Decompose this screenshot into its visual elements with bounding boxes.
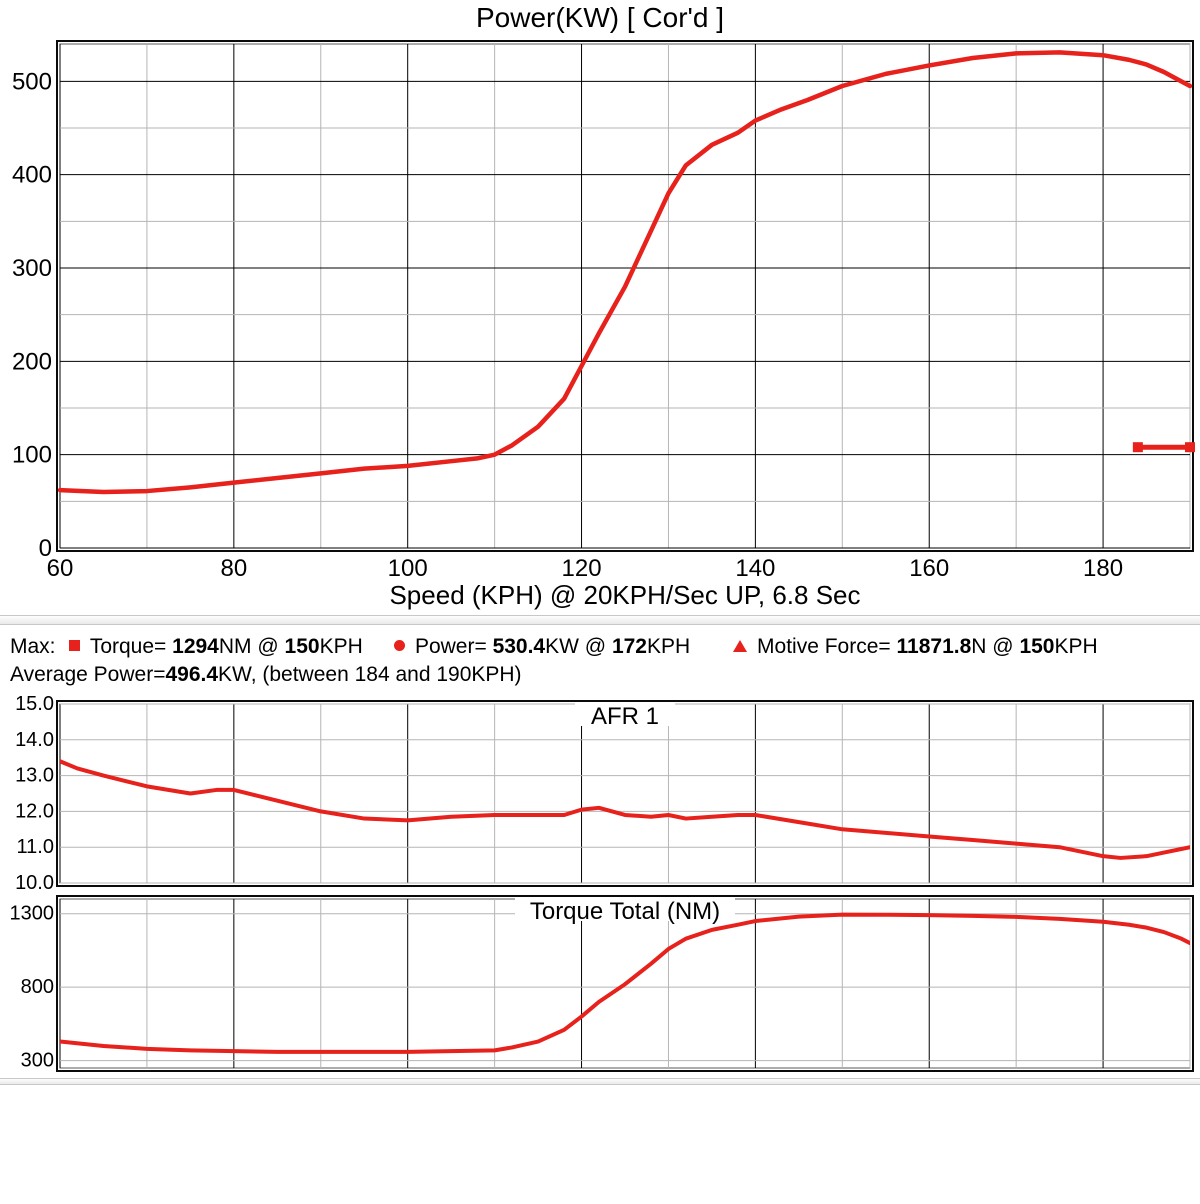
circle-marker-icon: [394, 640, 405, 651]
power-unit: KW @: [545, 635, 612, 658]
svg-text:15.0: 15.0: [15, 694, 54, 715]
svg-text:100: 100: [12, 442, 52, 469]
svg-text:800: 800: [21, 976, 54, 998]
motive-speed: 150: [1019, 635, 1054, 658]
torque-value: 1294: [172, 635, 219, 658]
torque-unit: NM @: [219, 635, 285, 658]
svg-text:120: 120: [562, 555, 602, 582]
svg-text:160: 160: [909, 555, 949, 582]
torque-speed: 150: [285, 635, 320, 658]
square-marker-icon: [69, 640, 80, 651]
svg-text:13.0: 13.0: [15, 764, 54, 786]
svg-text:500: 500: [12, 68, 52, 95]
avg-value: 496.4: [165, 663, 218, 686]
power-chart-title: Power(KW) [ Cor'd ]: [0, 2, 1200, 34]
svg-text:Torque Total (NM): Torque Total (NM): [530, 898, 720, 925]
power-label: Power=: [415, 635, 493, 658]
svg-text:100: 100: [388, 555, 428, 582]
motive-value: 11871.8: [897, 635, 972, 658]
svg-text:1300: 1300: [10, 902, 55, 924]
svg-text:200: 200: [12, 348, 52, 375]
svg-text:12.0: 12.0: [15, 800, 54, 822]
torque-speed-unit: KPH: [320, 635, 363, 658]
torque-chart: 300 800 1300 Torque Total (NM): [0, 889, 1200, 1074]
power-speed-unit: KPH: [647, 635, 690, 658]
triangle-marker-icon: [733, 640, 747, 652]
svg-text:10.0: 10.0: [15, 872, 54, 889]
divider-2: [0, 1078, 1200, 1085]
svg-text:60: 60: [47, 555, 74, 582]
svg-text:300: 300: [21, 1049, 54, 1071]
motive-label: Motive Force=: [757, 635, 896, 658]
svg-text:400: 400: [12, 162, 52, 189]
power-chart: 01002003004005006080100120140160180Speed…: [0, 38, 1200, 613]
svg-text:80: 80: [220, 555, 247, 582]
max-label: Max:: [10, 635, 56, 658]
bottom-spacer: [0, 1087, 1200, 1157]
afr-chart: 10.0 11.0 12.0 13.0 14.0 15.0 AFR 1: [0, 694, 1200, 889]
svg-text:AFR 1: AFR 1: [591, 703, 659, 730]
motive-unit: N @: [971, 635, 1019, 658]
svg-text:11.0: 11.0: [17, 836, 54, 858]
stats-block: Max: Torque= 1294NM @ 150KPH Power= 530.…: [10, 633, 1190, 690]
motive-speed-unit: KPH: [1054, 635, 1097, 658]
power-value: 530.4: [493, 635, 546, 658]
power-speed: 172: [612, 635, 647, 658]
torque-label: Torque=: [90, 635, 172, 658]
svg-text:Speed (KPH) @ 20KPH/Sec UP, 6.: Speed (KPH) @ 20KPH/Sec UP, 6.8 Sec: [389, 580, 860, 610]
avg-suffix: KW, (between 184 and 190KPH): [218, 663, 522, 686]
svg-text:300: 300: [12, 255, 52, 282]
divider-1: [0, 615, 1200, 625]
svg-text:140: 140: [735, 555, 775, 582]
svg-text:180: 180: [1083, 555, 1123, 582]
svg-text:14.0: 14.0: [15, 728, 54, 750]
avg-label: Average Power=: [10, 663, 165, 686]
